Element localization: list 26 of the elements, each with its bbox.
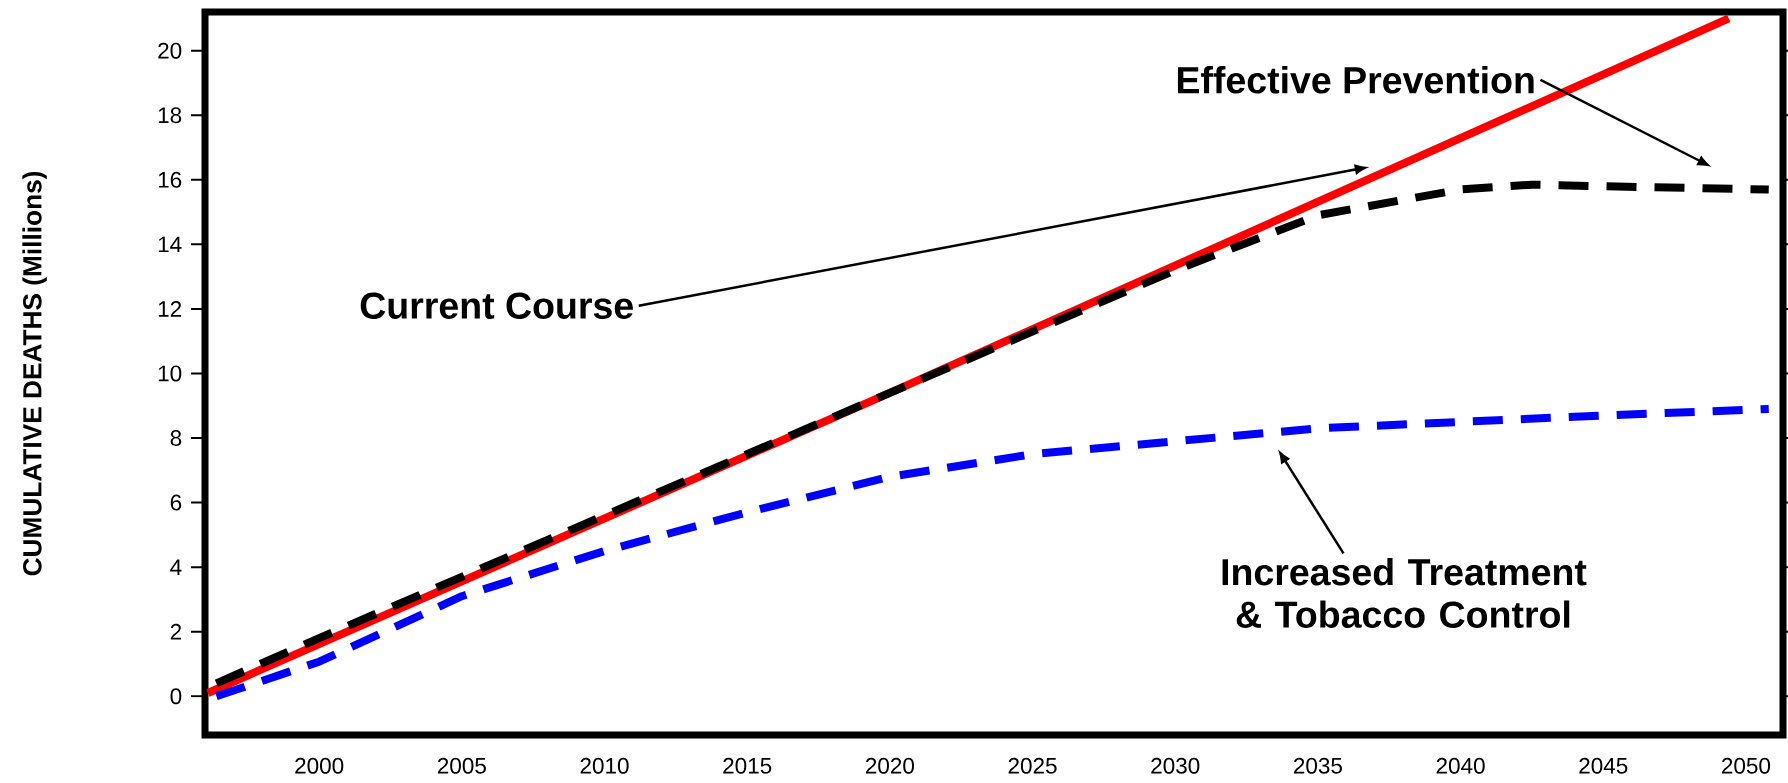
y-tick-label: 8 <box>170 430 182 447</box>
x-tick-label: 2005 <box>437 757 486 774</box>
x-tick-label: 2020 <box>865 757 914 774</box>
x-tick-label: 2045 <box>1579 757 1628 774</box>
x-tick-label: 2040 <box>1436 757 1485 774</box>
y-tick-label: 12 <box>158 301 182 317</box>
y-tick-label: 0 <box>170 688 182 705</box>
annotation: Current Course <box>360 292 633 319</box>
x-tick-label: 2025 <box>1008 757 1057 774</box>
x-tick-label: 2030 <box>1151 757 1200 774</box>
y-tick-label: 14 <box>158 236 182 253</box>
y-axis-title: CUMULATIVE DEATHS (Millions) <box>22 171 47 576</box>
y-tick-label: 16 <box>158 171 182 188</box>
x-tick-label: 2000 <box>295 757 344 774</box>
x-tick-label: 2010 <box>580 757 629 774</box>
annotation: Increased Treatment & Tobacco Control <box>1222 557 1587 628</box>
x-tick-label: 2050 <box>1722 757 1771 774</box>
y-tick-label: 2 <box>170 623 182 640</box>
annotation: Effective Prevention <box>1177 66 1534 94</box>
y-tick-label: 4 <box>170 559 182 575</box>
x-tick-label: 2015 <box>723 757 772 774</box>
x-tick-label: 2035 <box>1294 757 1342 774</box>
y-tick-label: 10 <box>158 365 182 382</box>
y-tick-label: 6 <box>170 494 182 511</box>
y-tick-label: 20 <box>158 42 182 59</box>
y-tick-label: 18 <box>158 107 182 124</box>
